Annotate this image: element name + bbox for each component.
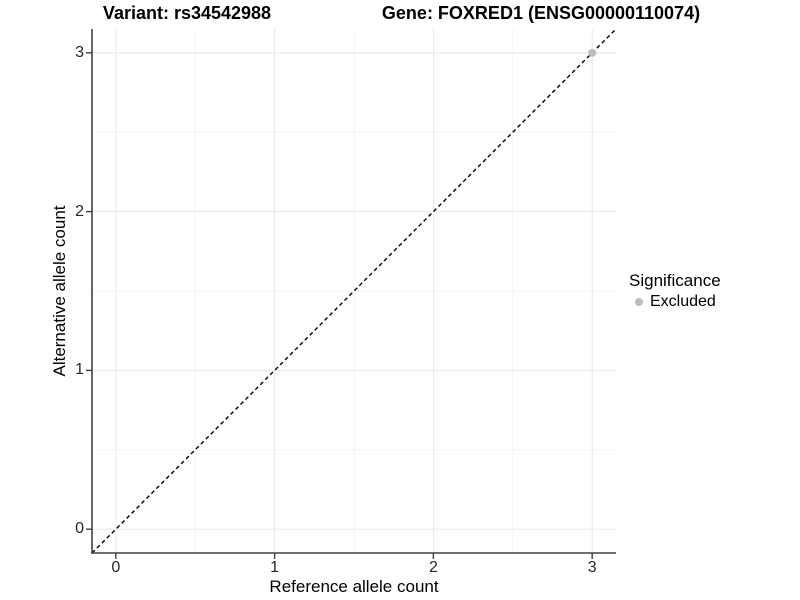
identity-line: [91, 28, 617, 554]
y-tick-label: 3: [75, 43, 84, 61]
y-tick-label: 1: [75, 361, 84, 379]
x-tick-label: 2: [428, 559, 438, 576]
x-tick-label: 3: [587, 559, 597, 576]
y-tick-label: 0: [75, 520, 84, 538]
x-axis-title: Reference allele count: [269, 577, 439, 596]
variant-title: Variant: rs34542988: [102, 3, 272, 23]
gene-title: Gene: FOXRED1 (ENSG00000110074): [381, 3, 701, 23]
legend-item-label: Excluded: [650, 293, 716, 310]
excluded-point-icon: [635, 298, 643, 306]
legend: Significance Excluded: [629, 270, 721, 312]
legend-item-excluded: Excluded: [629, 292, 721, 312]
legend-title: Significance: [629, 271, 721, 290]
x-tick-label: 1: [270, 559, 280, 576]
x-tick-label: 0: [111, 559, 121, 576]
y-tick-label: 2: [75, 202, 84, 220]
y-axis-title: Alternative allele count: [50, 205, 69, 377]
data-point: [588, 48, 597, 57]
